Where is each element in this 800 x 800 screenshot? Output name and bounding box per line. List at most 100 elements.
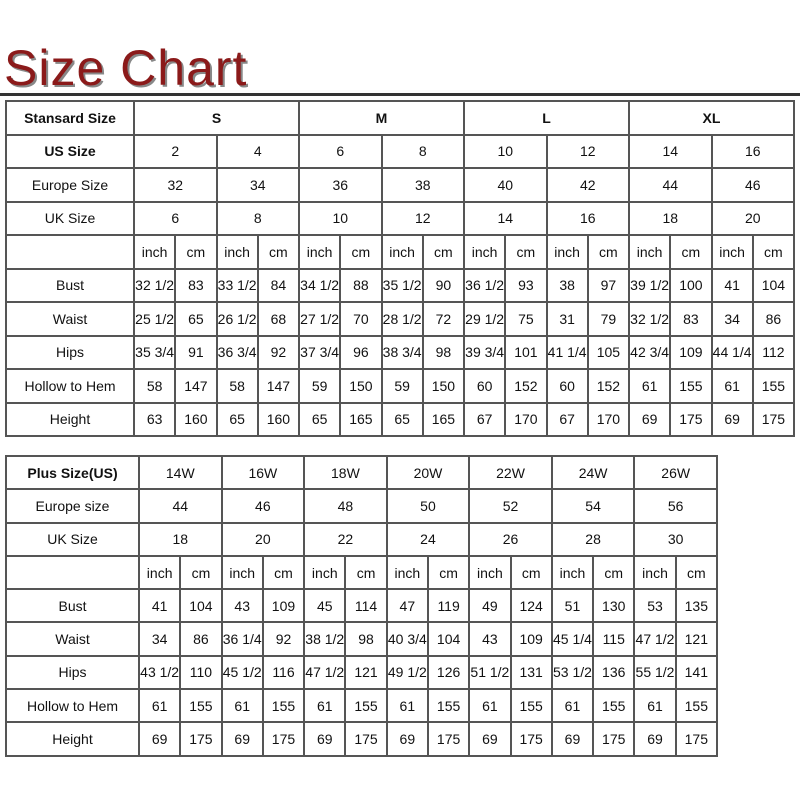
row-label: Bust <box>5 267 135 303</box>
row-label: UK Size <box>5 521 140 557</box>
size-cell: 10 <box>463 133 548 169</box>
measurement-cell: 98 <box>344 621 388 657</box>
size-cell: 6 <box>133 200 218 236</box>
measurement-cell: 116 <box>261 654 306 691</box>
measurement-cell: 152 <box>586 368 631 404</box>
title-divider <box>0 93 800 96</box>
unit-label: inch <box>545 234 589 270</box>
size-cell: 24 <box>385 521 471 557</box>
measurement-cell: 36 1/4 <box>220 621 264 657</box>
header-row: Stansard Size S M L XL <box>5 100 795 136</box>
measurement-cell: 61 <box>627 368 672 404</box>
measurement-cell: 104 <box>751 267 796 303</box>
measurement-cell: 25 1/2 <box>132 301 177 337</box>
unit-label: cm <box>509 554 553 591</box>
size-cell: 42 <box>545 167 630 203</box>
size-cell: 44 <box>138 488 223 524</box>
unit-label: inch <box>380 234 424 270</box>
size-cell: 14 <box>463 200 548 236</box>
measurement-cell: 175 <box>592 721 636 757</box>
row-label: Waist <box>5 301 135 337</box>
measurement-cell: 61 <box>710 368 754 404</box>
measurement-cell: 136 <box>592 654 636 691</box>
unit-row: inch cm inch cm inch cm inch cm inch cm inch cm inch… <box>5 554 719 591</box>
unit-label: cm <box>592 554 636 591</box>
measurement-cell: 92 <box>256 334 301 370</box>
unit-label: inch <box>468 554 512 591</box>
measurement-cell: 97 <box>586 267 631 303</box>
measurement-row: Height 63 160 65 160 65 165 65 165 67 170 67 170 69 17… <box>5 401 796 437</box>
measurement-row: Hollow to Hem 58 147 58 147 59 150 59 150 60 152 60… <box>5 368 796 404</box>
measurement-cell: 155 <box>179 688 223 724</box>
measurement-cell: 155 <box>344 688 388 724</box>
size-cell: 36 <box>298 167 383 203</box>
measurement-cell: 135 <box>674 588 719 624</box>
size-cell: 8 <box>380 133 465 169</box>
empty-cell <box>5 234 135 270</box>
measurement-cell: 42 3/4 <box>627 334 672 370</box>
size-group-header: M <box>298 100 465 136</box>
unit-label: inch <box>710 234 754 270</box>
measurement-cell: 92 <box>261 621 306 657</box>
measurement-cell: 160 <box>174 401 218 437</box>
measurement-cell: 33 1/2 <box>215 267 259 303</box>
measurement-cell: 155 <box>509 688 553 724</box>
unit-label: inch <box>303 554 347 591</box>
measurement-cell: 86 <box>179 621 223 657</box>
measurement-cell: 175 <box>344 721 388 757</box>
size-row: US Size 2 4 6 8 10 12 14 16 <box>5 133 795 169</box>
measurement-cell: 79 <box>586 301 631 337</box>
measurement-cell: 109 <box>261 588 306 624</box>
measurement-cell: 47 1/2 <box>303 654 347 691</box>
size-group-header: S <box>133 100 300 136</box>
size-cell: 38 <box>380 167 465 203</box>
measurement-cell: 104 <box>426 621 471 657</box>
size-cell: 18W <box>303 454 388 491</box>
measurement-cell: 147 <box>174 368 218 404</box>
measurement-row: Hips 43 1/2 110 45 1/2 116 47 1/2 121 49 1/2 126… <box>5 654 719 691</box>
measurement-cell: 101 <box>504 334 548 370</box>
measurement-cell: 109 <box>669 334 713 370</box>
size-cell: 6 <box>298 133 383 169</box>
measurement-cell: 155 <box>592 688 636 724</box>
size-cell: 22 <box>303 521 388 557</box>
measurement-cell: 147 <box>256 368 301 404</box>
size-cell: 20W <box>385 454 471 491</box>
measurement-cell: 45 1/4 <box>550 621 595 657</box>
row-label: Europe Size <box>5 167 135 203</box>
size-row: Europe Size 32 34 36 38 40 42 44 46 <box>5 167 795 203</box>
unit-label: cm <box>174 234 218 270</box>
unit-label: cm <box>674 554 719 591</box>
size-cell: 54 <box>550 488 636 524</box>
measurement-cell: 65 <box>297 401 342 437</box>
measurement-cell: 43 <box>468 621 512 657</box>
measurement-cell: 114 <box>344 588 388 624</box>
measurement-cell: 98 <box>421 334 466 370</box>
measurement-cell: 43 <box>220 588 264 624</box>
plus-size-table: Plus Size(US) 14W 16W 18W 20W 22W 24W 26W Europe… <box>5 454 719 757</box>
measurement-cell: 88 <box>339 267 383 303</box>
size-cell: 32 <box>133 167 218 203</box>
size-cell: 48 <box>303 488 388 524</box>
measurement-row: Height 69 175 69 175 69 175 69 175 69 175 69 175 69 17… <box>5 721 719 757</box>
measurement-cell: 69 <box>627 401 672 437</box>
measurement-cell: 93 <box>504 267 548 303</box>
row-label: Hips <box>5 334 135 370</box>
measurement-cell: 155 <box>751 368 796 404</box>
row-label: Waist <box>5 621 140 657</box>
measurement-cell: 121 <box>674 621 719 657</box>
size-group-header: L <box>463 100 630 136</box>
unit-label: inch <box>215 234 259 270</box>
row-label: Hollow to Hem <box>5 688 140 724</box>
measurement-cell: 35 1/2 <box>380 267 424 303</box>
measurement-cell: 91 <box>174 334 218 370</box>
measurement-cell: 31 <box>545 301 589 337</box>
measurement-cell: 141 <box>674 654 719 691</box>
measurement-cell: 40 3/4 <box>385 621 429 657</box>
measurement-cell: 34 <box>710 301 754 337</box>
size-cell: 10 <box>298 200 383 236</box>
measurement-cell: 69 <box>468 721 512 757</box>
measurement-cell: 69 <box>633 721 677 757</box>
measurement-cell: 75 <box>504 301 548 337</box>
size-cell: 46 <box>220 488 306 524</box>
